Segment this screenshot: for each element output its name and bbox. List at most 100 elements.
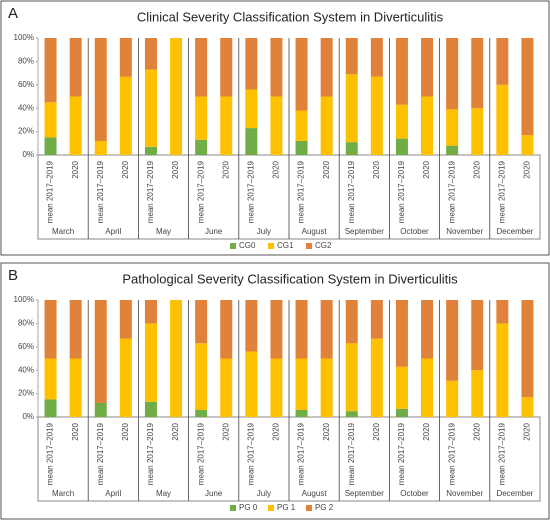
bar-segment <box>446 38 459 110</box>
bar-segment <box>370 76 383 155</box>
x-tick-label: 2020 <box>322 422 331 440</box>
bar-segment <box>370 338 383 417</box>
x-tick-label: mean 2017–2019 <box>347 422 356 485</box>
bar-segment <box>119 300 132 339</box>
bar-segment <box>94 140 107 155</box>
bar-segment <box>144 401 157 417</box>
bar-segment <box>496 300 509 324</box>
x-tick-label: mean 2017–2019 <box>497 160 506 223</box>
x-tick-label: mean 2017–2019 <box>196 160 205 223</box>
bar-segment <box>195 38 208 97</box>
group-label: March <box>52 489 74 498</box>
bar-segment <box>446 300 459 381</box>
x-tick-label: mean 2017–2019 <box>246 160 255 223</box>
bar-segment <box>220 96 233 155</box>
x-tick-label: 2020 <box>372 160 381 178</box>
bar-segment <box>395 38 408 105</box>
x-tick-label: 2020 <box>422 422 431 440</box>
y-tick-label: 20% <box>18 389 34 398</box>
bar-segment <box>119 38 132 77</box>
x-tick-label: mean 2017–2019 <box>397 422 406 485</box>
x-tick-label: mean 2017–2019 <box>146 422 155 485</box>
y-tick-label: 80% <box>18 57 34 66</box>
group-label: May <box>156 489 171 498</box>
bar-segment <box>521 300 534 398</box>
bar-segment <box>195 409 208 417</box>
y-tick-label: 80% <box>18 319 34 328</box>
legend-swatch <box>230 243 236 249</box>
bar-segment <box>421 96 434 155</box>
bar-segment <box>345 411 358 417</box>
group-label: May <box>156 227 171 236</box>
bar-segment <box>69 96 82 155</box>
bar-segment <box>370 38 383 77</box>
bar-segment <box>446 109 459 146</box>
group-label: December <box>496 227 533 236</box>
bar-segment <box>320 300 333 359</box>
legend-label: PG 2 <box>315 503 334 512</box>
bar-segment <box>44 300 57 359</box>
legend-swatch <box>268 505 274 511</box>
bar-segment <box>220 358 233 417</box>
legend-swatch <box>306 243 312 249</box>
bar-segment <box>320 38 333 97</box>
bar-segment <box>496 84 509 155</box>
x-tick-label: 2020 <box>221 422 230 440</box>
group-label: October <box>400 227 429 236</box>
bar-segment <box>496 38 509 85</box>
legend-label: CG0 <box>239 241 256 250</box>
x-tick-label: mean 2017–2019 <box>96 160 105 223</box>
bar-segment <box>195 139 208 155</box>
bar-segment <box>345 300 358 344</box>
bar-segment <box>44 102 57 138</box>
x-tick-label: mean 2017–2019 <box>447 160 456 223</box>
bar-segment <box>320 96 333 155</box>
x-tick-label: 2020 <box>121 160 130 178</box>
x-tick-label: mean 2017–2019 <box>297 422 306 485</box>
legend-swatch <box>268 243 274 249</box>
x-tick-label: mean 2017–2019 <box>246 422 255 485</box>
bar-segment <box>295 409 308 417</box>
bar-segment <box>395 138 408 155</box>
group-label: November <box>446 227 483 236</box>
x-tick-label: 2020 <box>372 422 381 440</box>
bar-segment <box>94 300 107 403</box>
bar-segment <box>44 38 57 103</box>
bar-segment <box>521 135 534 155</box>
bar-segment <box>220 300 233 359</box>
group-label: December <box>496 489 533 498</box>
bar-segment <box>471 38 484 109</box>
x-tick-label: 2020 <box>472 160 481 178</box>
bar-segment <box>370 300 383 339</box>
x-tick-label: mean 2017–2019 <box>96 422 105 485</box>
x-tick-label: mean 2017–2019 <box>46 160 55 223</box>
y-tick-label: 0% <box>22 150 34 159</box>
x-tick-label: mean 2017–2019 <box>347 160 356 223</box>
group-label: June <box>205 489 223 498</box>
group-label: August <box>302 227 328 236</box>
bar-segment <box>245 351 258 417</box>
bar-segment <box>395 408 408 417</box>
group-label: June <box>205 227 223 236</box>
bar-segment <box>345 38 358 75</box>
bar-segment <box>195 300 208 344</box>
bar-segment <box>446 380 459 417</box>
legend-swatch <box>230 505 236 511</box>
bar-segment <box>94 402 107 417</box>
bar-segment <box>345 343 358 412</box>
chart-title: Clinical Severity Classification System … <box>137 9 444 24</box>
y-tick-label: 100% <box>14 295 34 304</box>
bar-segment <box>69 38 82 97</box>
x-tick-label: 2020 <box>121 422 130 440</box>
x-tick-label: 2020 <box>171 160 180 178</box>
bar-segment <box>295 300 308 359</box>
x-tick-label: 2020 <box>523 422 532 440</box>
x-tick-label: mean 2017–2019 <box>297 160 306 223</box>
group-label: September <box>345 489 384 498</box>
bar-segment <box>471 300 484 371</box>
group-label: April <box>105 489 121 498</box>
bar-segment <box>245 128 258 155</box>
x-tick-label: mean 2017–2019 <box>46 422 55 485</box>
group-label: September <box>345 227 384 236</box>
x-tick-label: mean 2017–2019 <box>447 422 456 485</box>
